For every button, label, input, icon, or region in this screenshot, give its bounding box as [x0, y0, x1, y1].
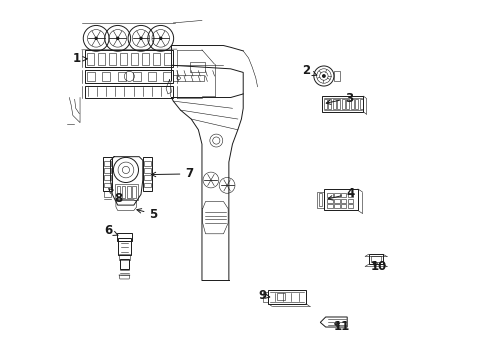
Text: 11: 11 [334, 320, 350, 333]
Bar [104, 175, 111, 180]
Bar [324, 189, 358, 211]
Circle shape [117, 37, 119, 39]
Text: 10: 10 [370, 260, 387, 273]
Bar [118, 238, 131, 255]
Bar [368, 254, 383, 264]
Bar [328, 99, 331, 109]
Text: 8: 8 [109, 189, 123, 205]
Bar [346, 99, 349, 109]
Bar [115, 184, 139, 200]
Bar [191, 62, 205, 72]
Bar [133, 72, 141, 81]
Bar [104, 191, 111, 197]
Bar [120, 53, 127, 65]
Bar [98, 53, 105, 65]
Circle shape [95, 37, 97, 39]
Bar [322, 96, 364, 112]
Bar [163, 72, 171, 81]
Text: 7: 7 [151, 167, 194, 180]
Bar [144, 175, 151, 180]
Bar [132, 186, 136, 198]
Bar [341, 199, 346, 203]
Bar [334, 204, 340, 208]
Bar [277, 293, 285, 301]
Bar [144, 183, 151, 187]
Bar [355, 99, 359, 109]
Text: 5: 5 [137, 208, 158, 221]
Bar [109, 53, 116, 65]
Bar [144, 161, 151, 166]
Bar [327, 204, 333, 208]
Bar [104, 168, 111, 173]
Bar [122, 186, 125, 198]
Bar [370, 256, 381, 262]
Bar [104, 183, 111, 187]
Bar [102, 72, 110, 81]
Bar [118, 72, 125, 81]
Bar [85, 86, 173, 98]
Bar [269, 290, 306, 304]
Bar [120, 259, 129, 269]
Bar [327, 199, 333, 203]
Bar [103, 157, 112, 191]
Bar [341, 193, 346, 197]
Bar [318, 192, 324, 208]
Text: 2: 2 [303, 64, 317, 77]
Bar [337, 99, 341, 109]
Text: 9: 9 [258, 289, 270, 302]
Bar [360, 99, 363, 109]
Bar [87, 53, 94, 65]
Bar [85, 50, 173, 67]
Bar [319, 193, 322, 206]
Circle shape [323, 75, 325, 77]
Bar [153, 53, 160, 65]
Bar [173, 75, 204, 81]
Bar [348, 204, 353, 208]
Text: 1: 1 [73, 52, 87, 65]
Bar [143, 157, 152, 191]
Bar [131, 53, 138, 65]
Bar [327, 193, 333, 197]
Bar [334, 199, 340, 203]
Bar [164, 53, 171, 65]
Bar [87, 72, 95, 81]
Bar [334, 193, 340, 197]
Bar [104, 161, 111, 166]
Bar [142, 53, 149, 65]
Circle shape [140, 37, 142, 39]
Bar [148, 72, 156, 81]
Bar [348, 199, 353, 203]
Bar [351, 99, 354, 109]
Bar [348, 193, 353, 197]
Bar [342, 99, 345, 109]
Bar [323, 99, 327, 109]
Bar [333, 99, 336, 109]
Bar [117, 186, 120, 198]
Bar [334, 72, 340, 81]
Bar [341, 204, 346, 208]
Bar [127, 186, 131, 198]
Bar [85, 69, 173, 83]
Text: 6: 6 [104, 224, 118, 238]
Bar [117, 233, 132, 241]
Text: 3: 3 [326, 92, 353, 105]
Text: 4: 4 [328, 187, 355, 200]
Bar [144, 168, 151, 173]
Bar [263, 292, 269, 302]
Circle shape [160, 37, 162, 39]
Bar [119, 254, 130, 260]
